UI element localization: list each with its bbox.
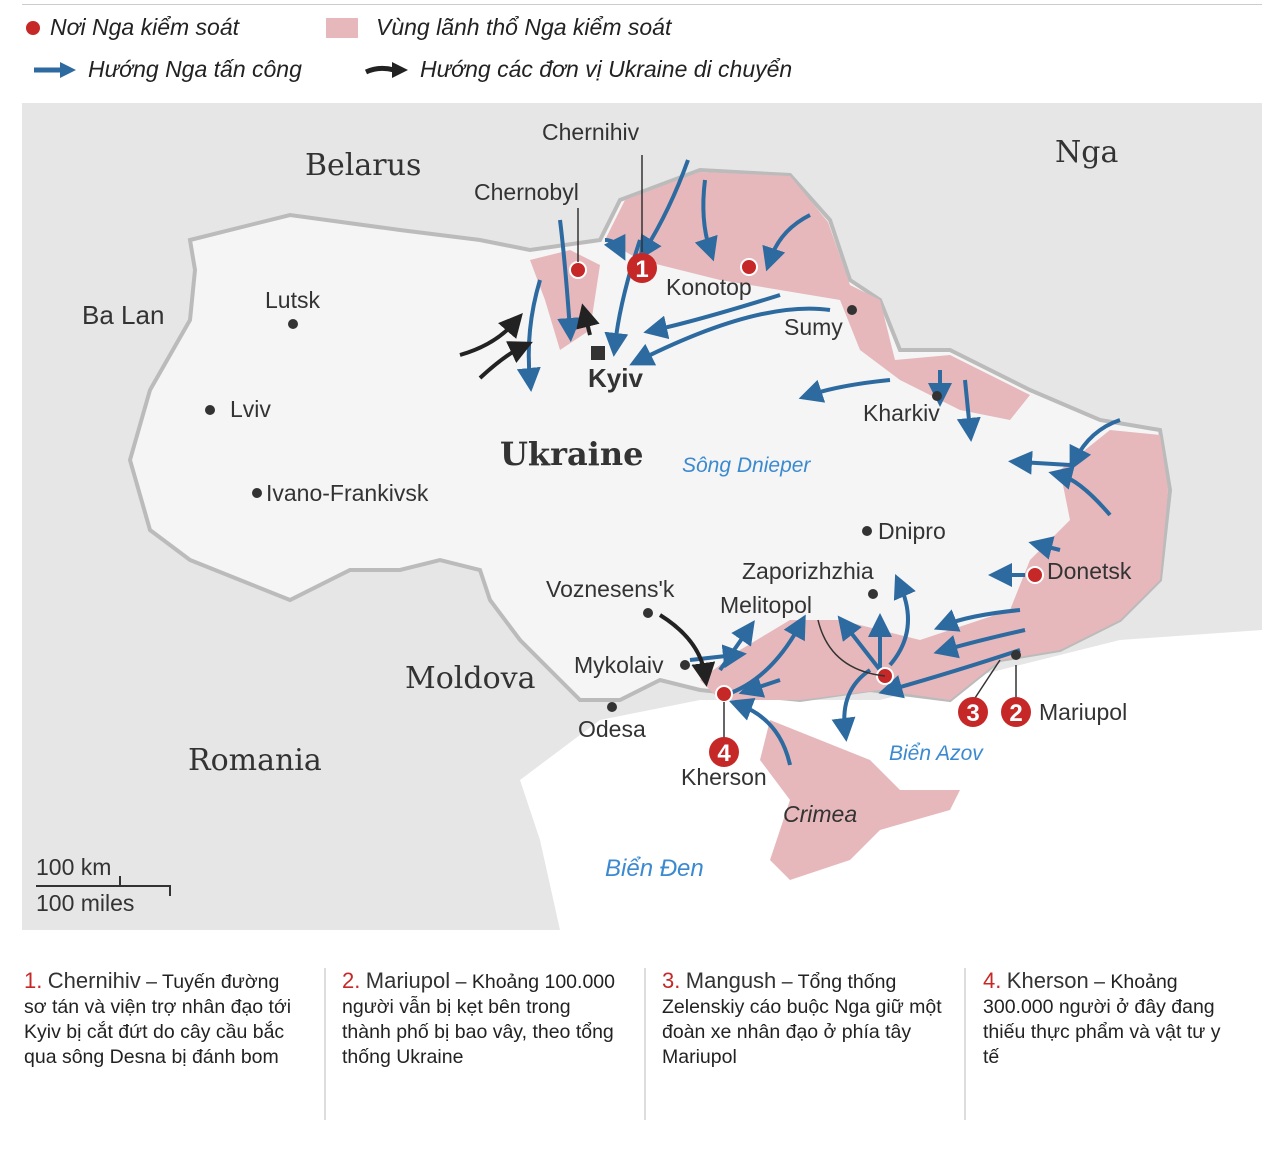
city-dots [205, 305, 1021, 712]
red-dot-icon [26, 20, 40, 35]
label-mariupol: Mariupol [1039, 699, 1127, 725]
label-crimea: Crimea [783, 801, 857, 827]
label-konotop: Konotop [666, 274, 752, 300]
legend-russian-attack: Hướng Nga tấn công [32, 56, 302, 83]
map-text: 100 km [36, 854, 111, 880]
russian-attack-arrows [516, 159, 1121, 766]
ukraine-movement-arrows [459, 303, 716, 687]
pink-swatch-icon [326, 17, 358, 38]
label-azov: Biển Azov [889, 742, 984, 765]
label-dnipro: Dnipro [878, 518, 946, 544]
map-text: 100 miles [36, 890, 134, 916]
scale-bar: 100 km 100 miles [36, 854, 171, 916]
map-text: 4 [717, 740, 731, 767]
crimea-area [760, 720, 960, 880]
divider [964, 968, 966, 1120]
label-kherson: Kherson [681, 764, 767, 790]
label-zaporizhzhia: Zaporizhzhia [742, 558, 874, 584]
legend-ukraine-moves: Hướng các đơn vị Ukraine di chuyển [364, 56, 792, 83]
note-3: 3. Mangush – Tổng thống Zelenskiy cáo bu… [662, 968, 942, 1068]
label-ivano-frankivsk: Ivano-Frankivsk [266, 480, 429, 506]
label-lviv: Lviv [230, 396, 271, 422]
map-text: 3 [966, 700, 979, 727]
label-mykolaiv: Mykolaiv [574, 652, 664, 678]
label-kyiv: Kyiv [588, 363, 643, 393]
blue-arrow-icon [34, 61, 76, 78]
black-arrow-icon [364, 61, 408, 78]
label-ukraine: Ukraine [500, 435, 643, 473]
label-melitopol: Melitopol [720, 592, 812, 618]
label-kharkiv: Kharkiv [863, 400, 940, 426]
label-dnieper: Sông Dnieper [682, 454, 811, 477]
label-chernihiv: Chernihiv [542, 119, 640, 145]
label-moldova: Moldova [405, 661, 536, 696]
label-odesa: Odesa [578, 716, 646, 742]
label-lutsk: Lutsk [265, 287, 320, 313]
legend-label: Hướng các đơn vị Ukraine di chuyển [420, 56, 793, 82]
label-voznesensk: Voznesens'k [546, 576, 675, 602]
russia-controlled-points [569, 258, 1044, 703]
kyiv-capital-square [591, 346, 605, 360]
legend-controlled-point: Nơi Nga kiểm soát [26, 14, 239, 41]
label-russia: Nga [1055, 135, 1118, 170]
label-sumy: Sumy [784, 314, 843, 340]
numbered-markers: 1 2 3 4 [627, 253, 1031, 767]
note-2: 2. Mariupol – Khoảng 100.000 người vẫn b… [342, 968, 615, 1068]
leader-lines [577, 155, 1017, 742]
legend-label: Hướng Nga tấn công [88, 56, 302, 82]
label-donetsk: Donetsk [1047, 558, 1132, 584]
sea [520, 630, 1262, 930]
top-rule [22, 4, 1262, 5]
label-romania: Romania [188, 743, 322, 778]
divider [644, 968, 646, 1120]
legend-controlled-area: Vùng lãnh thổ Nga kiểm soát [326, 14, 671, 41]
ukraine-map: 1 2 3 4 Belarus Nga Ba Lan Ukraine Moldo… [22, 103, 1262, 930]
legend-label: Nơi Nga kiểm soát [50, 14, 240, 40]
label-belarus: Belarus [305, 148, 421, 183]
ukraine-territory [127, 167, 1173, 703]
label-poland: Ba Lan [82, 300, 164, 330]
divider [324, 968, 326, 1120]
note-1: 1. Chernihiv – Tuyến đường sơ tán và việ… [24, 968, 292, 1068]
map-text: 1 [635, 256, 648, 283]
legend-label: Vùng lãnh thổ Nga kiểm soát [376, 14, 672, 40]
note-4: 4. Kherson – Khoảng 300.000 người ở đây … [983, 968, 1221, 1068]
map-text: 2 [1009, 700, 1022, 727]
label-chernobyl: Chernobyl [474, 179, 579, 205]
label-black-sea: Biển Đen [605, 855, 704, 882]
